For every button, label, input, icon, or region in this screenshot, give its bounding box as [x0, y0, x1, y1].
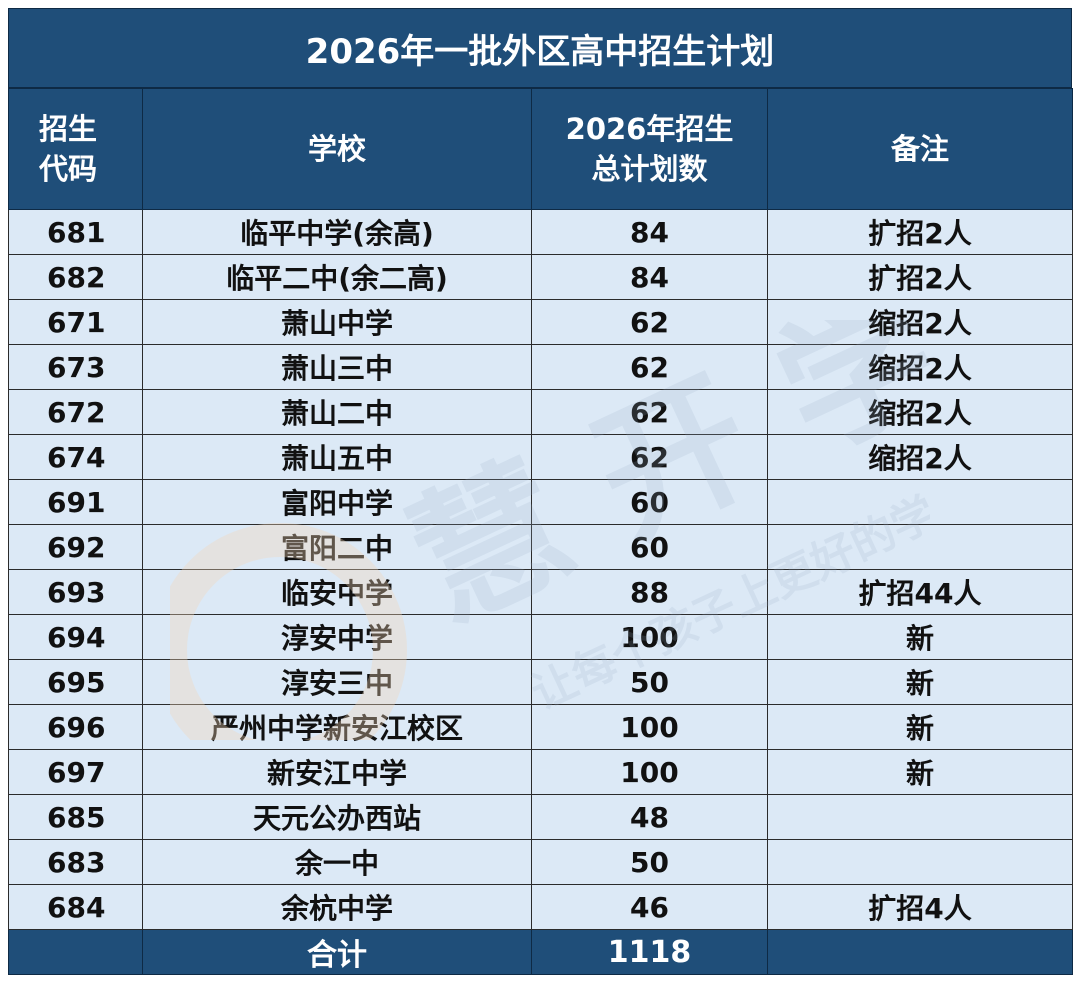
cell-note: 新	[767, 749, 1073, 795]
cell-school: 天元公办西站	[142, 794, 532, 840]
cell-note: 新	[767, 659, 1073, 705]
cell-note: 新	[767, 614, 1073, 660]
cell-note: 缩招2人	[767, 389, 1073, 435]
cell-code: 673	[8, 344, 143, 390]
cell-code: 674	[8, 434, 143, 480]
table-row: 681 临平中学(余高) 84 扩招2人	[8, 209, 1073, 255]
cell-plan: 50	[531, 839, 768, 885]
header-note: 备注	[767, 88, 1073, 210]
cell-note	[767, 524, 1073, 570]
cell-school: 萧山三中	[142, 344, 532, 390]
total-row: 合计 1118	[8, 929, 1073, 975]
cell-code: 697	[8, 749, 143, 795]
cell-plan: 48	[531, 794, 768, 840]
table-row: 674 萧山五中 62 缩招2人	[8, 434, 1073, 480]
cell-plan: 46	[531, 884, 768, 930]
header-school: 学校	[142, 88, 532, 210]
enrollment-plan-table-wrapper: 2026年一批外区高中招生计划 招生 代码 学校 2026年招生 总计划数 备注…	[8, 8, 1073, 975]
cell-school: 淳安中学	[142, 614, 532, 660]
cell-note	[767, 839, 1073, 885]
cell-school: 余杭中学	[142, 884, 532, 930]
cell-code: 682	[8, 254, 143, 300]
table-row: 693 临安中学 88 扩招44人	[8, 569, 1073, 615]
table-body: 681 临平中学(余高) 84 扩招2人 682 临平二中(余二高) 84 扩招2人 671 萧山…	[8, 209, 1073, 930]
cell-plan: 60	[531, 479, 768, 525]
cell-plan: 62	[531, 389, 768, 435]
cell-code: 693	[8, 569, 143, 615]
cell-school: 新安江中学	[142, 749, 532, 795]
cell-note: 缩招2人	[767, 344, 1073, 390]
total-label: 合计	[142, 929, 532, 975]
cell-note: 扩招2人	[767, 254, 1073, 300]
cell-plan: 100	[531, 749, 768, 795]
cell-school: 萧山二中	[142, 389, 532, 435]
table-row: 672 萧山二中 62 缩招2人	[8, 389, 1073, 435]
table-row: 671 萧山中学 62 缩招2人	[8, 299, 1073, 345]
cell-plan: 62	[531, 434, 768, 480]
cell-plan: 62	[531, 299, 768, 345]
table-row: 695 淳安三中 50 新	[8, 659, 1073, 705]
table-row: 683 余一中 50	[8, 839, 1073, 885]
cell-note	[767, 794, 1073, 840]
cell-note: 缩招2人	[767, 299, 1073, 345]
cell-plan: 84	[531, 254, 768, 300]
cell-school: 萧山中学	[142, 299, 532, 345]
total-value: 1118	[531, 929, 768, 975]
table-row: 673 萧山三中 62 缩招2人	[8, 344, 1073, 390]
table-row: 696 严州中学新安江校区 100 新	[8, 704, 1073, 750]
cell-code: 683	[8, 839, 143, 885]
cell-code: 694	[8, 614, 143, 660]
cell-school: 萧山五中	[142, 434, 532, 480]
table-row: 682 临平二中(余二高) 84 扩招2人	[8, 254, 1073, 300]
cell-school: 富阳二中	[142, 524, 532, 570]
cell-note: 新	[767, 704, 1073, 750]
cell-plan: 100	[531, 614, 768, 660]
enrollment-plan-table: 招生 代码 学校 2026年招生 总计划数 备注 681 临平中学(余高) 84 扩招…	[8, 88, 1073, 975]
cell-plan: 100	[531, 704, 768, 750]
cell-code: 696	[8, 704, 143, 750]
cell-plan: 84	[531, 209, 768, 255]
cell-note	[767, 479, 1073, 525]
cell-note: 扩招4人	[767, 884, 1073, 930]
header-row: 招生 代码 学校 2026年招生 总计划数 备注	[8, 88, 1073, 210]
cell-school: 淳安三中	[142, 659, 532, 705]
cell-code: 695	[8, 659, 143, 705]
cell-code: 672	[8, 389, 143, 435]
table-row: 697 新安江中学 100 新	[8, 749, 1073, 795]
cell-plan: 50	[531, 659, 768, 705]
cell-school: 富阳中学	[142, 479, 532, 525]
total-note-empty	[767, 929, 1073, 975]
cell-code: 671	[8, 299, 143, 345]
table-row: 692 富阳二中 60	[8, 524, 1073, 570]
cell-code: 684	[8, 884, 143, 930]
cell-school: 临平中学(余高)	[142, 209, 532, 255]
cell-code: 691	[8, 479, 143, 525]
cell-note: 扩招2人	[767, 209, 1073, 255]
table-row: 691 富阳中学 60	[8, 479, 1073, 525]
table-row: 684 余杭中学 46 扩招4人	[8, 884, 1073, 930]
cell-school: 临安中学	[142, 569, 532, 615]
cell-school: 临平二中(余二高)	[142, 254, 532, 300]
cell-code: 681	[8, 209, 143, 255]
header-code: 招生 代码	[8, 88, 143, 210]
cell-code: 685	[8, 794, 143, 840]
cell-plan: 88	[531, 569, 768, 615]
cell-school: 严州中学新安江校区	[142, 704, 532, 750]
cell-note: 缩招2人	[767, 434, 1073, 480]
table-row: 685 天元公办西站 48	[8, 794, 1073, 840]
cell-plan: 60	[531, 524, 768, 570]
table-title: 2026年一批外区高中招生计划	[8, 8, 1072, 88]
table-row: 694 淳安中学 100 新	[8, 614, 1073, 660]
cell-plan: 62	[531, 344, 768, 390]
header-plan: 2026年招生 总计划数	[531, 88, 768, 210]
cell-school: 余一中	[142, 839, 532, 885]
total-empty-cell	[8, 929, 143, 975]
cell-note: 扩招44人	[767, 569, 1073, 615]
cell-code: 692	[8, 524, 143, 570]
